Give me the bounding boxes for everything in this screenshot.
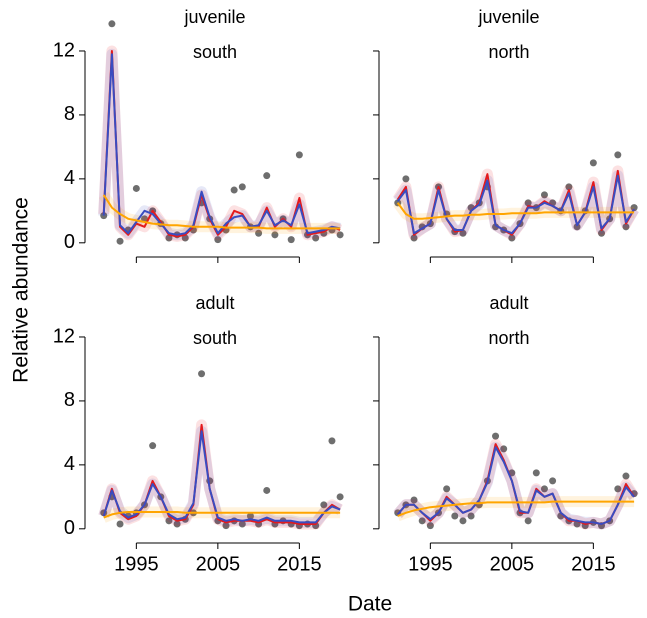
uncertainty-band bbox=[98, 48, 342, 241]
series-line bbox=[396, 446, 635, 525]
y-axis-title: Relative abundance bbox=[10, 197, 33, 383]
facet-label: adult bbox=[195, 293, 234, 313]
data-point bbox=[263, 486, 271, 494]
data-point bbox=[622, 223, 630, 231]
data-point bbox=[198, 370, 206, 378]
x-tick-label: 1995 bbox=[408, 553, 453, 575]
data-point bbox=[451, 512, 459, 520]
data-point bbox=[622, 472, 630, 480]
data-point bbox=[116, 520, 124, 528]
data-point bbox=[418, 517, 426, 525]
data-point bbox=[598, 229, 606, 237]
facet-label: juvenile bbox=[183, 7, 245, 27]
data-point bbox=[149, 442, 157, 450]
y-tick-label: 8 bbox=[64, 389, 75, 411]
data-point bbox=[524, 199, 532, 207]
data-point bbox=[443, 485, 451, 493]
data-point bbox=[222, 522, 230, 530]
data-point bbox=[320, 501, 328, 509]
data-point bbox=[328, 437, 336, 445]
x-tick-label: 2005 bbox=[490, 553, 535, 575]
data-point bbox=[459, 229, 467, 237]
data-point bbox=[508, 234, 516, 242]
y-tick-label: 4 bbox=[64, 167, 75, 189]
data-point bbox=[532, 469, 540, 477]
facet-label: juvenile bbox=[477, 7, 539, 27]
data-point bbox=[271, 231, 279, 239]
data-point bbox=[614, 485, 622, 493]
data-point bbox=[181, 234, 189, 242]
data-point bbox=[108, 20, 116, 28]
data-point bbox=[230, 186, 238, 194]
series-line bbox=[396, 174, 635, 235]
series-line bbox=[397, 500, 635, 517]
data-point bbox=[630, 204, 638, 212]
y-tick-label: 4 bbox=[64, 453, 75, 475]
series-line bbox=[103, 511, 341, 519]
y-tick-label: 8 bbox=[64, 103, 75, 125]
series-line bbox=[102, 50, 341, 238]
data-point bbox=[540, 485, 548, 493]
data-point bbox=[165, 517, 173, 525]
data-point bbox=[540, 191, 548, 199]
data-point bbox=[287, 236, 295, 244]
data-point bbox=[100, 212, 108, 220]
data-point bbox=[173, 520, 181, 528]
data-point bbox=[573, 223, 581, 231]
y-tick-label: 0 bbox=[64, 231, 75, 253]
data-point bbox=[565, 183, 573, 191]
data-point bbox=[238, 183, 246, 191]
x-tick-label: 2015 bbox=[571, 553, 616, 575]
data-point bbox=[214, 236, 222, 244]
data-point bbox=[492, 432, 500, 440]
data-point bbox=[263, 172, 271, 180]
facet-label: north bbox=[488, 328, 529, 348]
x-tick-label: 2015 bbox=[277, 553, 322, 575]
x-tick-label: 2005 bbox=[196, 553, 241, 575]
x-tick-label: 1995 bbox=[114, 553, 159, 575]
data-point bbox=[238, 520, 246, 528]
data-point bbox=[459, 517, 467, 525]
data-point bbox=[467, 512, 475, 520]
data-point bbox=[524, 517, 532, 525]
uncertainty-band bbox=[393, 441, 639, 530]
data-point bbox=[116, 237, 124, 245]
y-tick-label: 0 bbox=[64, 517, 75, 539]
data-point bbox=[500, 445, 508, 453]
data-point bbox=[549, 477, 557, 485]
data-point bbox=[295, 151, 303, 159]
data-point bbox=[336, 231, 344, 239]
facet-label: south bbox=[193, 328, 237, 348]
data-point bbox=[410, 496, 418, 504]
series-line bbox=[396, 202, 635, 220]
data-point bbox=[402, 175, 410, 183]
y-tick-label: 12 bbox=[53, 39, 75, 61]
series-line bbox=[102, 194, 341, 230]
data-point bbox=[132, 184, 140, 192]
data-point bbox=[165, 234, 173, 242]
data-point bbox=[410, 234, 418, 242]
data-point bbox=[426, 522, 434, 530]
facet-label: adult bbox=[489, 293, 528, 313]
facet-label: south bbox=[193, 42, 237, 62]
y-tick-label: 12 bbox=[53, 325, 75, 347]
data-point bbox=[255, 229, 263, 237]
facet-label: north bbox=[488, 42, 529, 62]
series-line bbox=[102, 430, 341, 524]
data-point bbox=[246, 512, 254, 520]
series-line bbox=[102, 53, 341, 236]
data-point bbox=[140, 215, 148, 223]
data-point bbox=[589, 159, 597, 167]
x-axis-title: Date bbox=[348, 593, 392, 616]
data-point bbox=[312, 234, 320, 242]
data-point bbox=[614, 151, 622, 159]
data-point bbox=[336, 493, 344, 501]
